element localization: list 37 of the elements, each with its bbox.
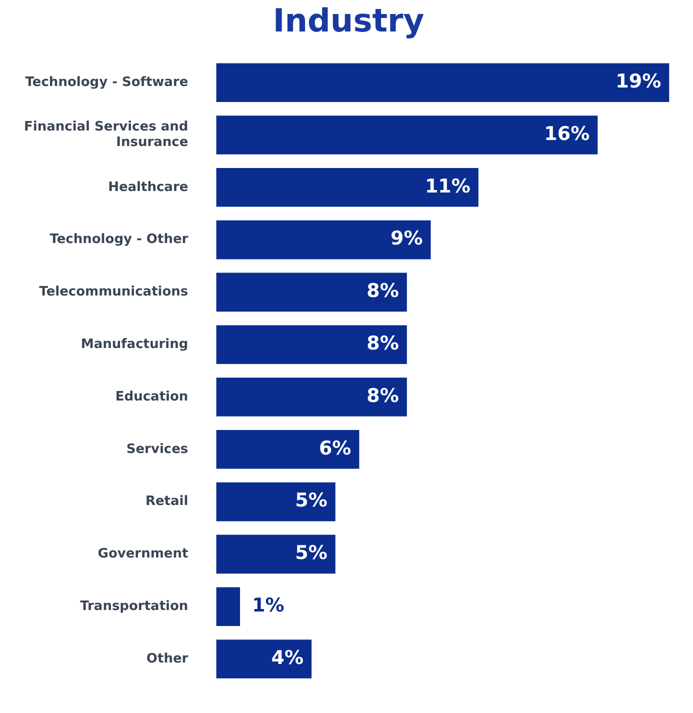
- bar: [216, 325, 407, 364]
- data-label: 5%: [295, 542, 328, 564]
- y-tick-label: Other: [146, 651, 189, 666]
- data-label: 11%: [424, 175, 470, 198]
- bar: [216, 63, 670, 102]
- data-label: 16%: [544, 122, 590, 145]
- data-label: 19%: [616, 70, 662, 93]
- y-tick-label: Healthcare: [108, 180, 188, 195]
- bar: [216, 378, 407, 416]
- y-tick-label: Manufacturing: [80, 336, 188, 352]
- data-label: 4%: [271, 646, 304, 669]
- bar: [216, 168, 478, 207]
- bar: [216, 482, 336, 522]
- data-label: 6%: [318, 437, 352, 460]
- y-tick-label: Technology - Other: [50, 232, 189, 248]
- y-tick-label: Government: [98, 546, 188, 562]
- y-tick-label: Education: [115, 389, 188, 404]
- chart-title: Industry: [272, 2, 424, 40]
- bar: [216, 534, 336, 574]
- y-tick-label: Retail: [145, 494, 188, 510]
- data-label: 9%: [390, 228, 423, 250]
- y-tick-label: Transportation: [80, 598, 188, 614]
- bar: [216, 640, 312, 678]
- data-label: 5%: [295, 490, 328, 512]
- data-label: 8%: [366, 332, 399, 355]
- y-tick-label: Services: [126, 442, 188, 457]
- bar: [216, 587, 240, 626]
- y-tick-label: Telecommunications: [39, 284, 188, 300]
- data-label: 8%: [366, 280, 399, 302]
- data-label: 8%: [366, 384, 399, 407]
- bar: [216, 272, 407, 312]
- y-tick-label: Technology - Software: [25, 74, 188, 90]
- bar: [216, 220, 431, 260]
- bar: [216, 430, 360, 469]
- bar: [216, 116, 598, 154]
- data-label: 1%: [252, 594, 284, 617]
- y-tick-label: Financial Services and Insurance: [24, 120, 188, 150]
